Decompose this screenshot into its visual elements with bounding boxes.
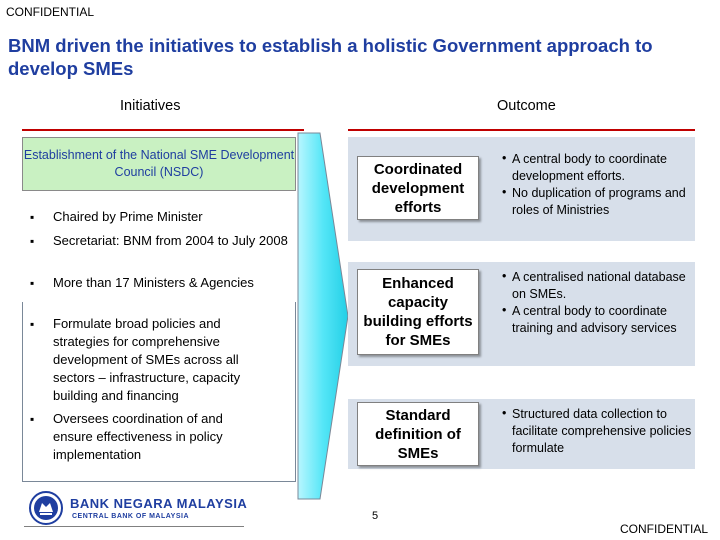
bank-subtitle: CENTRAL BANK OF MALAYSIA (72, 513, 190, 520)
outcome-points: • Structured data collection to facilitat… (500, 406, 695, 457)
footer-divider (24, 526, 244, 527)
initiative-bullet: ▪ Formulate broad policies and strategies… (30, 316, 241, 403)
outcome-points: • A central body to coordinate developmen… (500, 151, 695, 219)
slide-title: BNM driven the initiatives to establish … (8, 35, 653, 79)
initiative-bullet: ▪ More than 17 Ministers & Agencies (30, 275, 254, 290)
bank-negara-logo-icon (29, 491, 63, 525)
outcome-point: • A central body to coordinate developmen… (502, 151, 667, 183)
initiatives-heading: Initiatives (120, 98, 181, 114)
outcome-box: Coordinated development efforts (357, 156, 479, 220)
outcome-box: Standard definition of SMEs (357, 402, 479, 466)
outcome-box-label: Standard definition of SMEs (375, 406, 461, 462)
page-number: 5 (372, 510, 379, 522)
nsdc-box-text: Establishment of the National SME Develo… (23, 148, 295, 179)
outcome-point: • A central body to coordinate training a… (502, 303, 677, 335)
initiatives-frame (22, 302, 296, 482)
outcome-box-label: Enhanced capacity building efforts for S… (363, 275, 473, 349)
outcome-point: • Structured data collection to facilitat… (502, 406, 692, 455)
initiative-bullet-list: ▪ Chaired by Prime Minister ▪ Secretariat:… (30, 0, 300, 540)
initiative-bullet: ▪ Chaired by Prime Minister (30, 209, 203, 224)
outcome-point: • A centralised national database on SMEs… (502, 269, 686, 301)
outcome-points: • A centralised national database on SMEs… (500, 269, 695, 337)
progress-arrow (297, 132, 349, 500)
outcome-box-label: Coordinated development efforts (371, 160, 465, 216)
outcome-heading: Outcome (497, 98, 556, 114)
bank-name: BANK NEGARA MALAYSIA (70, 496, 248, 511)
outcome-divider (348, 129, 695, 131)
confidential-label-top: CONFIDENTIAL (6, 5, 95, 19)
outcome-point: • No duplication of programs and roles of… (502, 185, 686, 217)
initiative-bullet: ▪ Oversees coordination of and ensure eff… (30, 411, 223, 462)
nsdc-box: Establishment of the National SME Develo… (22, 137, 296, 191)
outcome-box: Enhanced capacity building efforts for S… (357, 269, 479, 355)
confidential-label-bottom: CONFIDENTIAL (620, 522, 709, 536)
initiative-bullet: ▪ Secretariat: BNM from 2004 to July 2008 (30, 233, 288, 248)
initiatives-divider (22, 129, 304, 131)
